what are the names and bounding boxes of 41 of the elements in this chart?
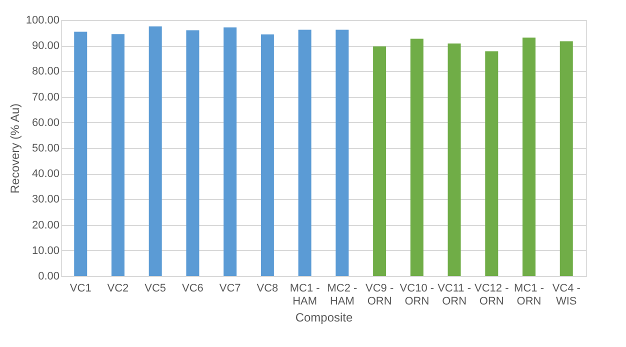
x-tick-label: VC4 - WIS (552, 282, 581, 308)
bar (336, 30, 349, 276)
x-tick-label: MC2 - HAM (327, 282, 358, 308)
x-tick-label: VC12 - ORN (474, 282, 510, 308)
y-tick-label: 80.00 (32, 66, 60, 78)
x-axis-title: Composite (295, 310, 354, 324)
bar (485, 51, 498, 276)
y-tick-label: 90.00 (32, 40, 60, 52)
y-tick-label: 50.00 (32, 142, 60, 154)
bar (224, 27, 237, 276)
y-tick-label: 40.00 (32, 168, 60, 180)
bar (74, 32, 88, 276)
x-tick-label: VC10 - ORN (400, 282, 434, 308)
y-tick-label: 60.00 (32, 116, 60, 129)
y-axis-title: Recovery (% Au) (8, 103, 22, 194)
x-tick-label: VC8 (256, 282, 278, 294)
y-tick-label: 0.00 (38, 270, 60, 282)
bar (373, 46, 386, 276)
y-tick-label: 70.00 (32, 91, 60, 104)
y-tick-label: 10.00 (32, 244, 60, 257)
bar (260, 34, 274, 276)
bar (560, 41, 573, 276)
bar (448, 44, 461, 276)
bar (186, 30, 200, 276)
bar (111, 34, 124, 276)
x-tick-label: VC11 - ORN (438, 282, 472, 308)
bar (410, 38, 424, 276)
x-tick-label: VC5 (144, 282, 166, 294)
x-tick-label: VC6 (182, 282, 204, 294)
bar (148, 26, 162, 276)
x-tick-label: MC1 - HAM (290, 282, 320, 308)
x-tick-label: VC9 - ORN (365, 282, 394, 308)
y-tick-label: 100.00 (26, 14, 60, 26)
y-tick-label: 30.00 (32, 194, 60, 206)
x-tick-label: VC1 (70, 282, 92, 294)
bar (298, 30, 312, 276)
x-tick-label: MC1 - ORN (514, 282, 544, 308)
y-tick-label: 20.00 (32, 219, 60, 232)
bar (522, 38, 536, 276)
x-tick-label: VC2 (107, 282, 129, 294)
x-tick-label: VC7 (219, 282, 241, 294)
